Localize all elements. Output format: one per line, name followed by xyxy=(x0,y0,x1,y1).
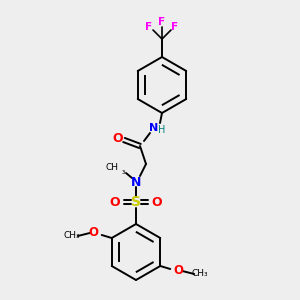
Text: N: N xyxy=(149,123,159,133)
Text: F: F xyxy=(146,22,153,32)
Text: S: S xyxy=(131,195,141,209)
Text: O: O xyxy=(113,131,123,145)
Text: F: F xyxy=(171,22,178,32)
Text: CH₃: CH₃ xyxy=(192,268,208,278)
Text: O: O xyxy=(173,265,183,278)
Text: N: N xyxy=(131,176,141,188)
Text: H: H xyxy=(158,125,166,135)
Text: CH: CH xyxy=(106,164,118,172)
Text: O: O xyxy=(89,226,99,239)
Text: F: F xyxy=(158,17,166,27)
Text: O: O xyxy=(110,196,120,208)
Text: ₃: ₃ xyxy=(122,167,124,176)
Text: O: O xyxy=(152,196,162,208)
Text: CH₃: CH₃ xyxy=(63,230,80,239)
